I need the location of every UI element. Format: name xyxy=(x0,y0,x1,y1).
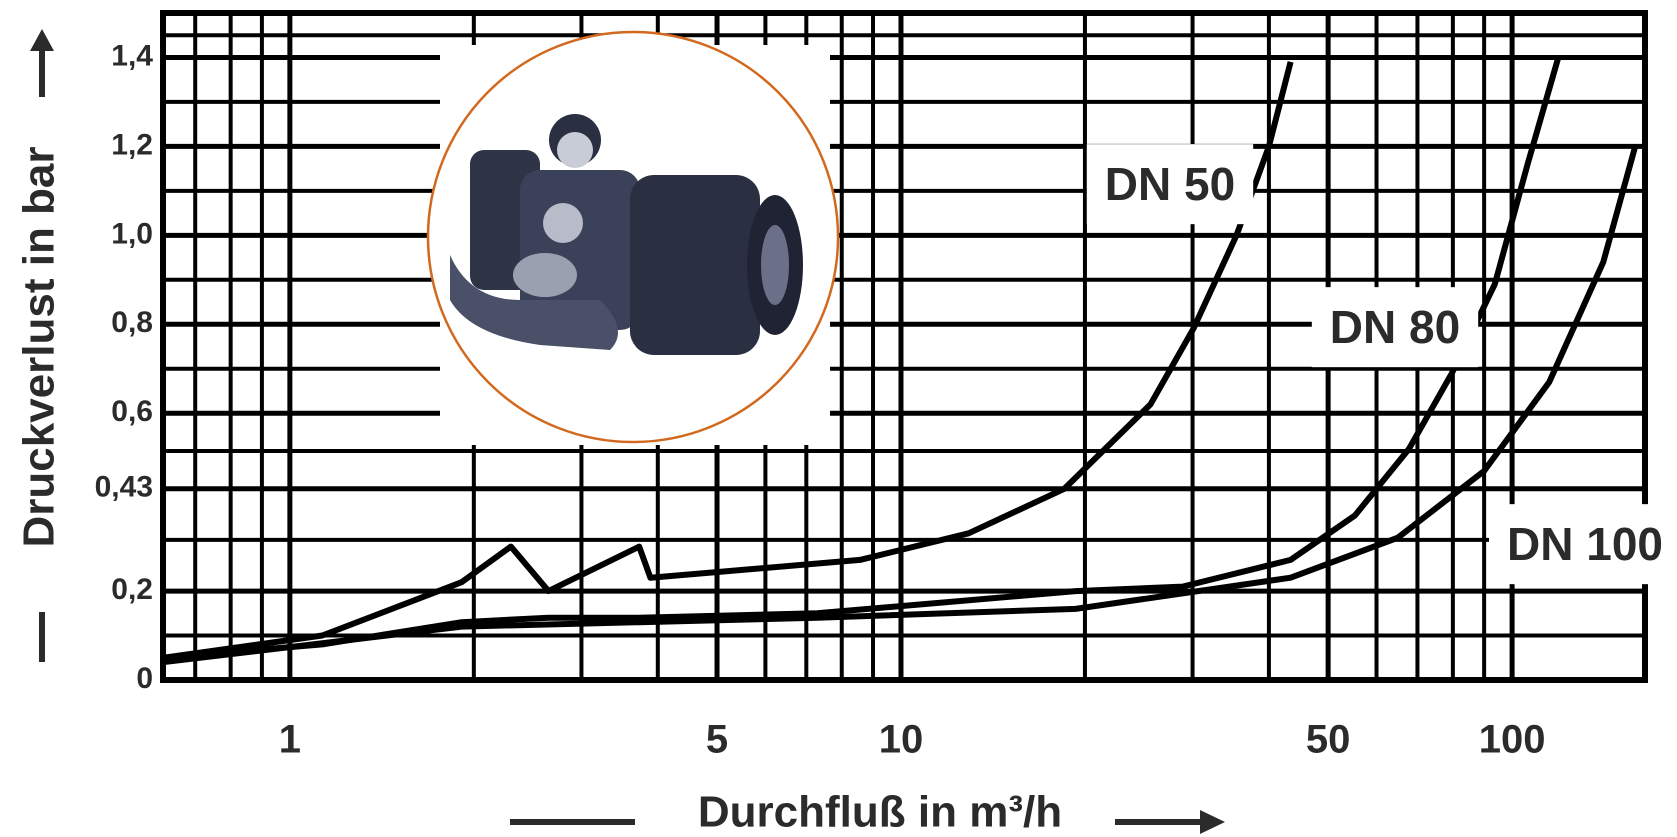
y-tick-label: 0,2 xyxy=(111,573,153,606)
series-line xyxy=(162,145,1639,666)
y-tick-label: 1,4 xyxy=(111,39,153,72)
bypass-pipe xyxy=(450,255,618,350)
meter-dial xyxy=(543,203,583,243)
y-axis-title: Druckverlust in bar xyxy=(15,29,64,662)
series-label: DN 50 xyxy=(1105,158,1235,210)
pipe-body xyxy=(630,175,760,355)
x-tick-label: 1 xyxy=(279,718,301,762)
series-label: DN 100 xyxy=(1507,518,1663,570)
series-line xyxy=(162,56,1562,661)
y-tick-label: 0,43 xyxy=(95,471,153,504)
y-tick-label: 1,0 xyxy=(111,217,153,250)
product-photo xyxy=(426,30,840,445)
arrow-head xyxy=(30,29,54,51)
x-tick-label: 50 xyxy=(1306,718,1351,762)
y-tick-label: 0,6 xyxy=(111,395,153,428)
arrow-head xyxy=(1200,810,1225,834)
x-tick-label: 10 xyxy=(879,718,924,762)
y-axis-label: Druckverlust in bar xyxy=(15,146,64,547)
y-tick-label: 0,8 xyxy=(111,306,153,339)
y-tick-label: 1,2 xyxy=(111,128,153,161)
meter-dial xyxy=(557,132,593,168)
series-line xyxy=(162,61,1294,661)
x-axis-label: Durchfluß in m³/h xyxy=(698,788,1062,837)
bypass-meter xyxy=(513,253,577,297)
series-label-background xyxy=(1311,287,1479,368)
x-tick-label: 100 xyxy=(1479,718,1546,762)
y-tick-label: 0 xyxy=(136,662,153,695)
plot: 0 0,2 0,43 0,6 0,8 1,0 1,2 1,4 1 5 10 50 100 DN 50 DN … xyxy=(95,39,1677,762)
series-label: DN 80 xyxy=(1330,301,1460,353)
plot-frame xyxy=(160,10,1648,683)
flange-opening xyxy=(761,225,789,305)
series-label-background xyxy=(1086,144,1254,225)
x-tick-label: 5 xyxy=(706,718,728,762)
series-label-background xyxy=(1489,504,1677,585)
